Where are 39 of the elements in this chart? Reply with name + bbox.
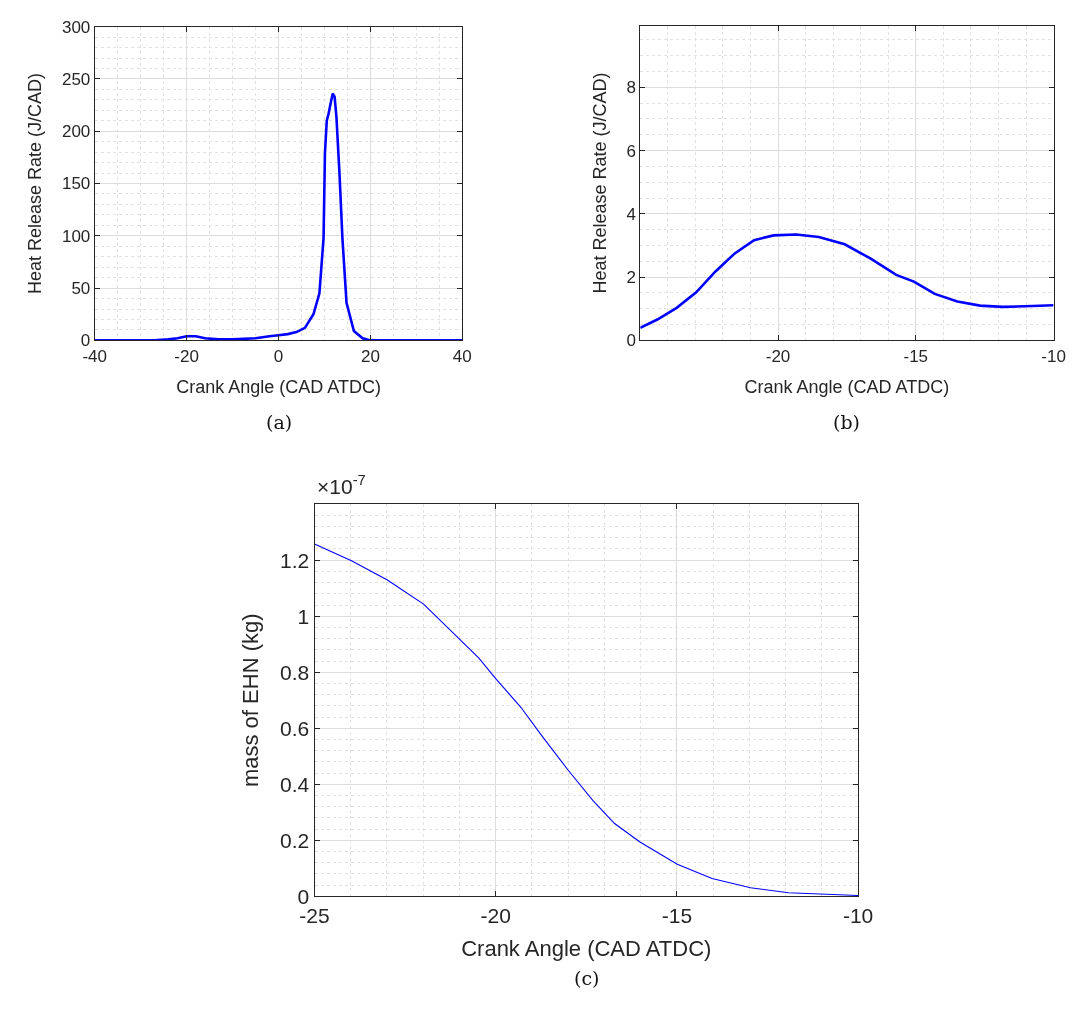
y-tick-label: 150 [61, 174, 91, 194]
y-tick-label: 100 [61, 226, 91, 246]
y-tick-label: 0 [626, 331, 636, 351]
x-tick-label: -20 [480, 903, 511, 927]
y-tick-label: 300 [61, 17, 91, 37]
y-tick-label: 250 [61, 69, 91, 89]
line-series [314, 543, 859, 897]
x-axis-title: Crank Angle (CAD ATDC) [744, 376, 950, 397]
text: (b) [833, 411, 860, 433]
y-axis-title: Heat Release Rate (J/CAD) [25, 72, 46, 295]
line-series [640, 233, 1054, 330]
y-tick-label: 4 [626, 204, 636, 224]
y-axis-title: mass of EHN (kg) [237, 613, 263, 788]
line-series [94, 92, 463, 341]
x-tick-label: 20 [360, 346, 380, 366]
y-tick-label: 0.6 [280, 716, 310, 740]
y-tick-label: 0.2 [280, 828, 310, 852]
text: ×10$^{-7}$ [317, 472, 366, 498]
y-axis-title: Heat Release Rate (J/CAD) [589, 72, 610, 294]
y-tick-label: 1 [297, 604, 310, 628]
text: (a) [266, 411, 293, 433]
x-tick-label: -20 [174, 346, 199, 366]
x-tick-label: -20 [765, 346, 791, 366]
y-tick-label: 50 [71, 279, 91, 299]
y-tick-label: 1.2 [280, 548, 310, 572]
y-tick-label: 6 [626, 141, 636, 161]
text: (c) [574, 967, 600, 989]
x-tick-label: -10 [842, 903, 874, 927]
y-tick-label: 8 [626, 78, 636, 98]
x-tick-label: -15 [661, 903, 693, 927]
y-tick-label: 200 [61, 122, 91, 142]
x-tick-label: -10 [1041, 346, 1066, 366]
y-tick-label: 0.8 [280, 660, 310, 684]
x-tick-label: -15 [903, 346, 929, 366]
x-axis-title: Crank Angle (CAD ATDC) [176, 376, 381, 397]
y-tick-label: 2 [626, 268, 636, 288]
x-axis-title: Crank Angle (CAD ATDC) [461, 936, 712, 962]
y-tick-label: 0.4 [280, 772, 310, 796]
x-tick-label: 40 [452, 346, 472, 366]
